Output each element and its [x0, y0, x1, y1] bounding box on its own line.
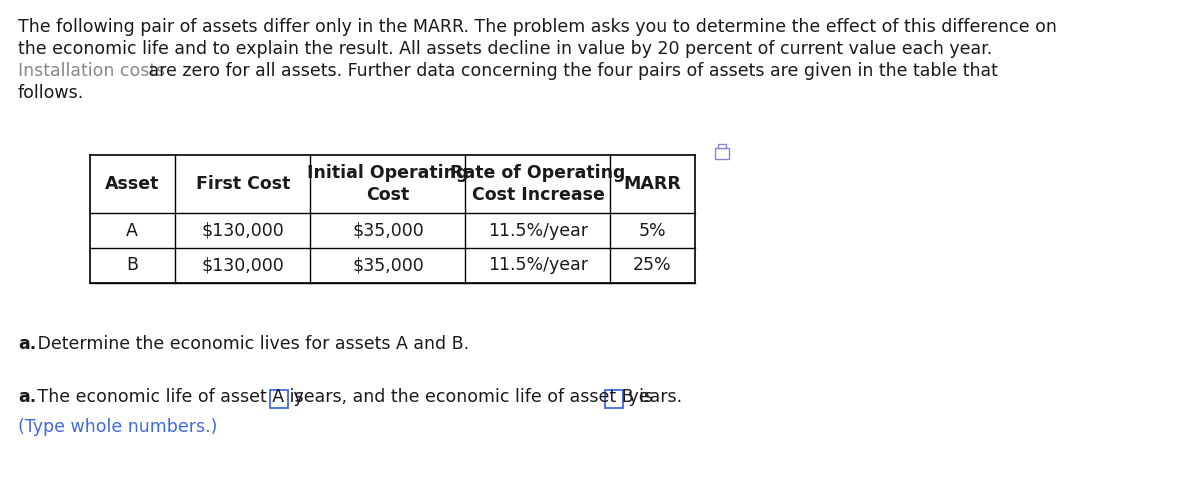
Text: First Cost: First Cost: [196, 175, 290, 193]
Text: years.: years.: [623, 388, 682, 406]
Text: a.: a.: [18, 335, 36, 353]
Text: (Type whole numbers.): (Type whole numbers.): [18, 418, 217, 436]
Bar: [605, 390, 623, 408]
Text: 11.5%/year: 11.5%/year: [488, 222, 588, 240]
Text: The following pair of assets differ only in the MARR. The problem asks you to de: The following pair of assets differ only…: [18, 18, 1057, 36]
Text: A: A: [126, 222, 138, 240]
Text: Initial Operating
Cost: Initial Operating Cost: [307, 164, 469, 204]
Text: 25%: 25%: [632, 257, 671, 275]
Bar: [270, 390, 288, 408]
Text: $130,000: $130,000: [202, 222, 284, 240]
Text: $35,000: $35,000: [352, 257, 424, 275]
Text: The economic life of asset A is: The economic life of asset A is: [32, 388, 310, 406]
Text: Determine the economic lives for assets A and B.: Determine the economic lives for assets …: [32, 335, 469, 353]
Text: 11.5%/year: 11.5%/year: [488, 257, 588, 275]
Text: Rate of Operating
Cost Increase: Rate of Operating Cost Increase: [450, 164, 625, 204]
Text: follows.: follows.: [18, 84, 84, 102]
Text: MARR: MARR: [623, 175, 680, 193]
Bar: [718, 144, 726, 148]
Text: Installation costs: Installation costs: [18, 62, 166, 80]
Text: the economic life and to explain the result. All assets decline in value by 20 p: the economic life and to explain the res…: [18, 40, 992, 58]
Text: 5%: 5%: [638, 222, 666, 240]
Text: B: B: [126, 257, 138, 275]
Text: years, and the economic life of asset B is: years, and the economic life of asset B …: [288, 388, 659, 406]
Text: a.: a.: [18, 388, 36, 406]
Text: Asset: Asset: [104, 175, 160, 193]
Text: $130,000: $130,000: [202, 257, 284, 275]
Text: are zero for all assets. Further data concerning the four pairs of assets are gi: are zero for all assets. Further data co…: [143, 62, 998, 80]
Bar: [715, 148, 730, 159]
Text: $35,000: $35,000: [352, 222, 424, 240]
